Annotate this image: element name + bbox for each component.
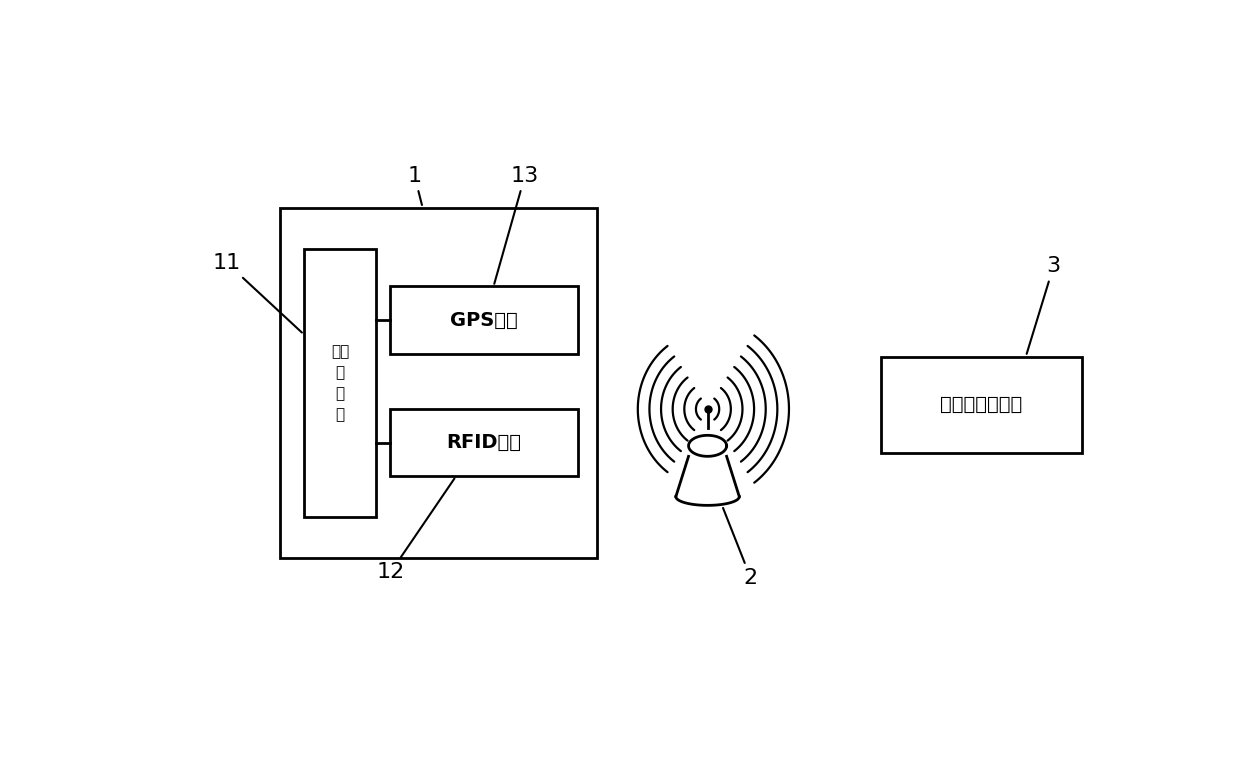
- Text: 微控
制
单
元: 微控 制 单 元: [331, 344, 350, 421]
- Text: 3: 3: [1027, 256, 1060, 354]
- Bar: [391, 287, 578, 353]
- Text: RFID标签: RFID标签: [446, 433, 522, 452]
- Text: GPS模块: GPS模块: [450, 311, 518, 330]
- Text: 电池管理服务器: 电池管理服务器: [940, 395, 1023, 414]
- Text: 13: 13: [495, 165, 539, 283]
- Text: 2: 2: [723, 508, 758, 588]
- Bar: [391, 409, 578, 476]
- Text: 12: 12: [376, 478, 455, 582]
- Bar: [880, 356, 1083, 453]
- Text: 11: 11: [213, 253, 301, 333]
- Text: 1: 1: [408, 165, 422, 205]
- Bar: [304, 249, 376, 517]
- Bar: [280, 208, 596, 558]
